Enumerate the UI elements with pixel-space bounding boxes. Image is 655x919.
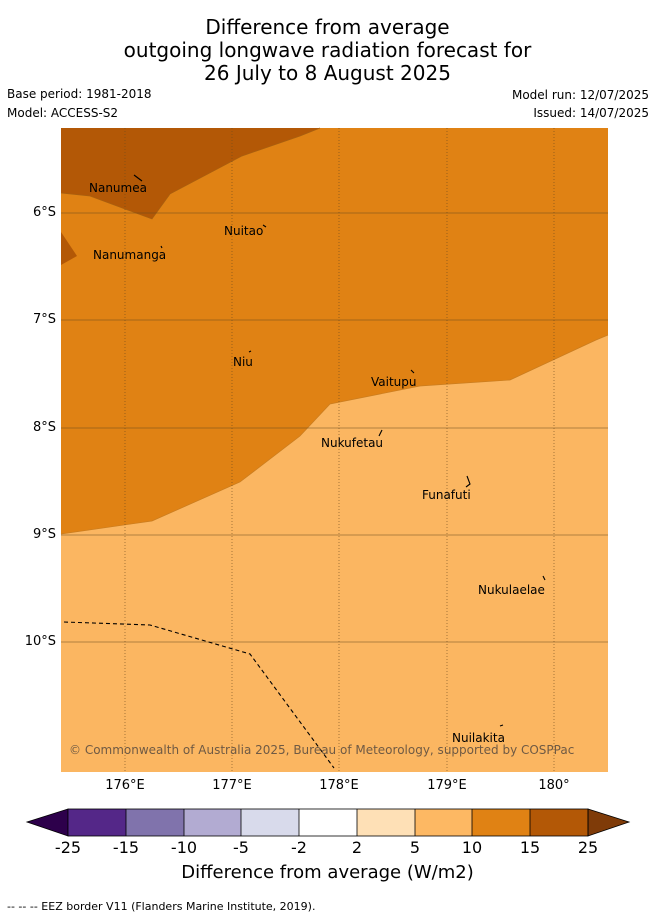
colorbar-segment-3 xyxy=(184,809,241,836)
place-label-nanumanga: Nanumanga xyxy=(93,248,166,262)
band-15-25-west xyxy=(61,232,77,265)
place-label-nukulaelae: Nukulaelae xyxy=(478,583,545,597)
title-line-1: Difference from average xyxy=(205,15,450,39)
lon-label-176e: 176°E xyxy=(105,778,145,793)
chart-title: Difference from average outgoing longwav… xyxy=(0,16,655,85)
band-10-15 xyxy=(61,128,608,534)
island-nukulaelae-shape xyxy=(542,575,546,581)
lon-label-178e: 178°E xyxy=(319,778,359,793)
title-line-3: 26 July to 8 August 2025 xyxy=(204,61,451,85)
island-nukufetau-shape xyxy=(378,429,383,437)
lat-label-8s: 8°S xyxy=(32,420,56,435)
island-nuilakita-shape xyxy=(499,724,504,727)
colorbar-tick-label: 5 xyxy=(409,838,421,857)
colorbar-tick-label: -15 xyxy=(112,838,140,857)
contour-line-15 xyxy=(60,127,321,220)
place-label-nuitao: Nuitao xyxy=(224,224,263,238)
island-vaitupu-shape xyxy=(410,369,415,374)
colorbar-tick-label: 15 xyxy=(519,838,541,857)
colorbar-outline xyxy=(67,808,589,837)
contour-line-10 xyxy=(60,334,609,535)
colorbar-segment-2 xyxy=(126,809,184,836)
colorbar-segment-4 xyxy=(241,809,299,836)
eez-border xyxy=(63,621,335,769)
issued-date: Issued: 14/07/2025 xyxy=(533,106,649,120)
colorbar xyxy=(25,808,631,837)
colorbar-segment-7 xyxy=(415,809,472,836)
title-line-2: outgoing longwave radiation forecast for xyxy=(123,38,532,62)
colorbar-tick-label: 2 xyxy=(351,838,363,857)
island-funafuti-shape xyxy=(465,475,471,488)
colorbar-title: Difference from average (W/m2) xyxy=(181,862,474,883)
model-run: Model run: 12/07/2025 xyxy=(511,88,649,102)
island-nanumea-shape xyxy=(133,174,143,182)
island-nuitao-shape xyxy=(262,224,267,228)
place-label-vaitupu: Vaitupu xyxy=(371,375,417,389)
colorbar-tick-label: 25 xyxy=(577,838,599,857)
lon-label-180: 180° xyxy=(538,778,570,793)
lat-label-10s: 10°S xyxy=(24,634,56,649)
colorbar-under-arrow xyxy=(25,808,69,837)
band-15-25 xyxy=(61,128,320,219)
colorbar-segment-8 xyxy=(472,809,530,836)
place-label-nuilakita: Nuilakita xyxy=(452,731,505,745)
copyright-notice: © Commonwealth of Australia 2025, Bureau… xyxy=(69,743,574,757)
place-label-funafuti: Funafuti xyxy=(422,488,471,502)
place-label-nukufetau: Nukufetau xyxy=(321,436,383,450)
base-period: Base period: 1981-2018 xyxy=(7,87,152,101)
eez-legend-note: -- -- -- EEZ border V11 (Flanders Marine… xyxy=(7,900,316,913)
model-name: Model: ACCESS-S2 xyxy=(7,106,119,120)
colorbar-tick-label: -2 xyxy=(291,838,307,857)
lon-label-177e: 177°E xyxy=(212,778,252,793)
colorbar-segment-1 xyxy=(68,809,126,836)
lat-label-7s: 7°S xyxy=(32,312,56,327)
colorbar-tick-label: 10 xyxy=(461,838,483,857)
colorbar-segment-9 xyxy=(530,809,588,836)
colorbar-segment-5 xyxy=(299,809,357,836)
lat-label-9s: 9°S xyxy=(32,527,56,542)
place-label-niu: Niu xyxy=(233,355,253,369)
place-label-nanumea: Nanumea xyxy=(89,181,147,195)
colorbar-tick-label: -25 xyxy=(54,838,82,857)
colorbar-over-arrow xyxy=(587,808,631,837)
island-niu-shape xyxy=(248,350,252,353)
colorbar-tick-label: -5 xyxy=(233,838,249,857)
lon-label-179e: 179°E xyxy=(427,778,467,793)
lat-label-6s: 6°S xyxy=(32,205,56,220)
colorbar-segment-6 xyxy=(357,809,415,836)
island-nanumanga-shape xyxy=(160,245,163,249)
colorbar-tick-label: -10 xyxy=(170,838,198,857)
